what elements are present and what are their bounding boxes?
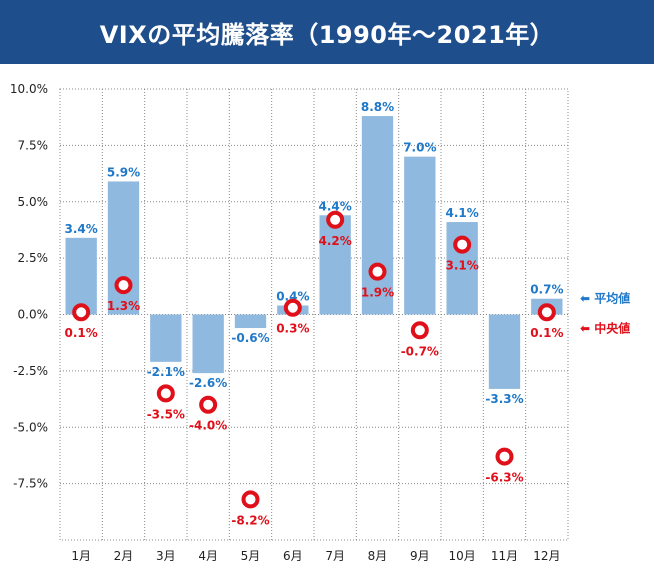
y-tick-label: 0.0% (18, 308, 49, 322)
median-marker (72, 303, 91, 322)
median-marker (537, 303, 556, 322)
avg-bar (107, 181, 140, 315)
avg-data-label: 3.4% (65, 222, 98, 236)
median-marker (114, 276, 133, 295)
avg-data-label: 7.0% (403, 141, 436, 155)
median-marker (368, 262, 387, 281)
median-marker (241, 490, 260, 509)
avg-data-label: -0.6% (231, 331, 269, 345)
x-tick-label: 10月 (449, 549, 476, 563)
x-tick-label: 5月 (241, 549, 261, 563)
median-data-label: 0.3% (276, 322, 309, 336)
median-data-label: 1.9% (361, 286, 394, 300)
avg-bar (234, 314, 267, 329)
x-tick-label: 11月 (491, 549, 518, 563)
avg-bar (361, 116, 394, 315)
y-tick-label: -5.0% (13, 420, 48, 434)
median-marker (453, 235, 472, 254)
median-data-label: -6.3% (485, 471, 523, 485)
avg-data-label: 4.1% (446, 206, 479, 220)
x-tick-label: 12月 (533, 549, 560, 563)
y-tick-label: 2.5% (18, 251, 49, 265)
avg-bar (319, 215, 351, 315)
legend-entry-median: ⬅ 中央値 (580, 321, 630, 336)
median-marker (283, 298, 302, 317)
median-data-label: 0.1% (65, 326, 98, 340)
median-marker (326, 210, 345, 229)
avg-data-label: 8.8% (361, 100, 394, 114)
median-data-label: 4.2% (319, 234, 352, 248)
avg-data-label: 0.7% (530, 283, 563, 297)
y-tick-label: 7.5% (18, 138, 49, 152)
median-data-label: -8.2% (231, 513, 269, 527)
x-tick-label: 7月 (325, 549, 345, 563)
y-tick-label: -7.5% (13, 477, 48, 491)
median-data-label: -4.0% (189, 419, 227, 433)
avg-bar (488, 314, 521, 389)
avg-data-label: -3.3% (485, 392, 523, 406)
median-data-label: 0.1% (530, 326, 563, 340)
avg-bar (192, 314, 224, 374)
avg-data-label: 5.9% (107, 165, 140, 179)
y-tick-label: 5.0% (18, 195, 49, 209)
avg-data-label: -2.6% (189, 376, 227, 390)
avg-data-label: -2.1% (147, 365, 185, 379)
median-data-label: 3.1% (446, 259, 479, 273)
avg-data-label: 4.4% (319, 199, 352, 213)
avg-data-label: 0.4% (276, 289, 309, 303)
median-marker (495, 447, 514, 466)
median-marker (156, 384, 175, 403)
median-data-label: -3.5% (147, 407, 185, 421)
x-tick-label: 1月 (71, 549, 91, 563)
median-marker (199, 395, 218, 414)
vix-chart: 10.0% 7.5% 5.0% 2.5% 0.0% -2.5% -5.0% -7.5% 3.4%… (10, 82, 630, 563)
x-tick-label: 2月 (114, 549, 134, 563)
x-tick-label: 9月 (410, 549, 430, 563)
x-tick-label: 4月 (198, 549, 218, 563)
x-tick-label: 8月 (368, 549, 388, 563)
x-tick-label: 3月 (156, 549, 176, 563)
x-tick-label: 6月 (283, 549, 303, 563)
median-data-label: -0.7% (401, 344, 439, 358)
chart-title: VIXの平均騰落率（1990年〜2021年） (0, 0, 654, 64)
y-tick-label: -2.5% (13, 364, 48, 378)
median-marker (410, 321, 429, 340)
y-tick-label: 10.0% (10, 82, 48, 96)
median-data-label: 1.3% (107, 299, 140, 313)
avg-bar (65, 237, 97, 315)
legend-entry-average: ⬅ 平均値 (580, 291, 630, 306)
avg-bar (404, 156, 436, 315)
avg-bar (150, 314, 182, 362)
